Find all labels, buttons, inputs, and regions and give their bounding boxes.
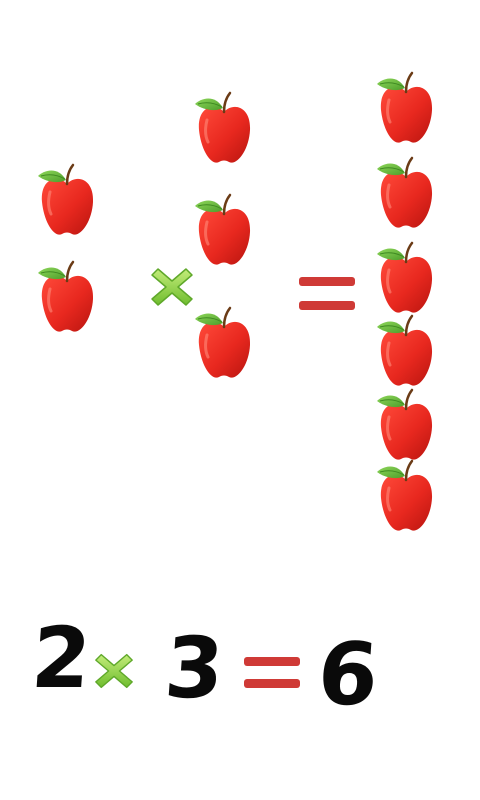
- apple-icon: [375, 240, 437, 316]
- apple-icon: [375, 155, 437, 231]
- apple-icon: [375, 313, 437, 389]
- apple-icon: [375, 387, 437, 463]
- apple-icon: [193, 305, 255, 381]
- apple-icon: [375, 70, 437, 146]
- apple-icon: [36, 259, 98, 335]
- apple-icon: [193, 192, 255, 268]
- times-icon: [92, 651, 136, 691]
- equation-result-number: 6: [314, 625, 382, 725]
- equals-icon: [244, 657, 300, 689]
- apple-icon: [36, 162, 98, 238]
- equals-icon: [299, 277, 355, 311]
- apple-icon: [193, 90, 255, 166]
- equation-left-number: 2: [28, 609, 94, 707]
- times-icon: [150, 265, 194, 309]
- apple-icon: [375, 458, 437, 534]
- equation-right-number: 3: [161, 619, 227, 717]
